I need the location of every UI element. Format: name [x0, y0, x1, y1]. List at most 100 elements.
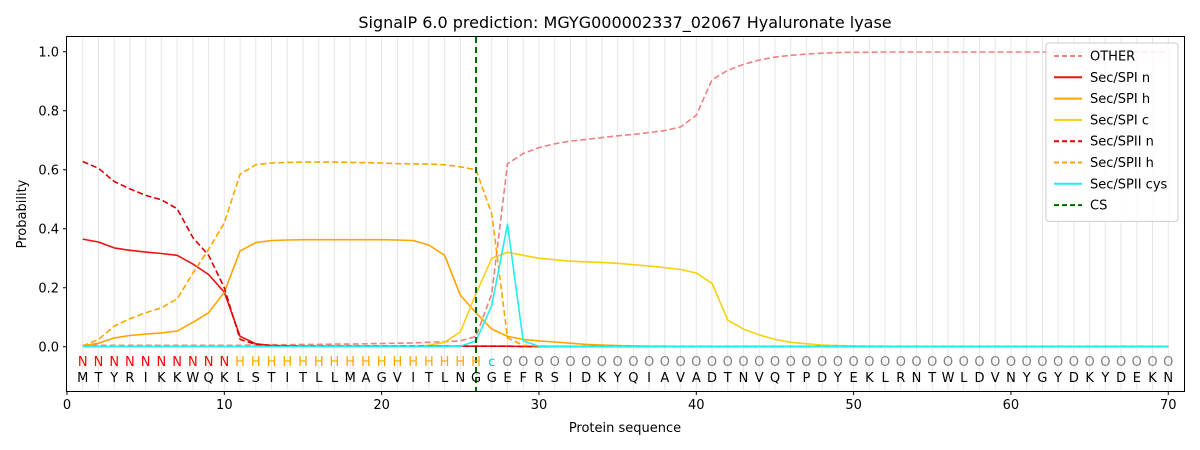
region-label: O	[1053, 355, 1063, 370]
region-label: O	[896, 355, 906, 370]
legend-label: Sec/SPI h	[1090, 92, 1150, 107]
region-label: H	[345, 355, 355, 370]
region-label: O	[1100, 355, 1110, 370]
region-label: H	[361, 355, 371, 370]
residue-label: Y	[1053, 371, 1062, 386]
x-tick-label: 10	[216, 398, 233, 413]
residue-label: V	[676, 371, 685, 386]
residue-label: W	[942, 371, 955, 386]
residue-label: D	[1116, 371, 1126, 386]
region-label: N	[172, 355, 182, 370]
region-label: H	[282, 355, 292, 370]
region-label: O	[1116, 355, 1126, 370]
x-tick-label: 50	[845, 398, 862, 413]
residue-label: A	[361, 371, 370, 386]
region-label: O	[675, 355, 685, 370]
residue-label: T	[723, 371, 732, 386]
residue-label: S	[551, 371, 559, 386]
region-label: O	[817, 355, 827, 370]
residue-label: Y	[833, 371, 842, 386]
residue-label: S	[252, 371, 260, 386]
residue-label: Y	[613, 371, 622, 386]
residue-label: T	[93, 371, 102, 386]
x-tick-label: 70	[1160, 398, 1177, 413]
region-label: O	[1006, 355, 1016, 370]
region-label: N	[204, 355, 214, 370]
residue-label: T	[927, 371, 936, 386]
region-label: O	[1037, 355, 1047, 370]
region-label: H	[251, 355, 261, 370]
residue-label: K	[173, 371, 182, 386]
region-label: N	[78, 355, 88, 370]
region-label: O	[581, 355, 591, 370]
residue-label: Y	[109, 371, 118, 386]
residue-label: N	[1006, 371, 1016, 386]
region-label: H	[235, 355, 245, 370]
residue-label: V	[991, 371, 1000, 386]
residue-label: E	[503, 371, 511, 386]
region-label: O	[849, 355, 859, 370]
residue-label: R	[125, 371, 134, 386]
y-tick-label: 0.0	[38, 340, 59, 355]
region-label: O	[974, 355, 984, 370]
region-label: N	[219, 355, 229, 370]
residue-label: T	[267, 371, 276, 386]
y-tick-label: 0.4	[38, 222, 59, 237]
residue-label: M	[345, 371, 356, 386]
region-label: O	[911, 355, 921, 370]
y-tick-label: 0.6	[38, 163, 59, 178]
region-label: O	[770, 355, 780, 370]
residue-label: D	[1069, 371, 1079, 386]
residue-label: D	[974, 371, 984, 386]
region-label: H	[392, 355, 402, 370]
region-label: H	[298, 355, 308, 370]
region-label: O	[660, 355, 670, 370]
region-label: O	[707, 355, 717, 370]
region-label: O	[597, 355, 607, 370]
region-label: O	[1084, 355, 1094, 370]
region-label: H	[330, 355, 340, 370]
region-label: O	[565, 355, 575, 370]
residue-label: G	[377, 371, 387, 386]
residue-label: T	[786, 371, 795, 386]
residue-label: T	[424, 371, 433, 386]
region-label: H	[471, 355, 481, 370]
residue-label: I	[285, 371, 289, 386]
residue-label: N	[455, 371, 465, 386]
residue-label: G	[471, 371, 481, 386]
region-label: O	[1069, 355, 1079, 370]
sequence-labels: MNTNYNRNINKNKNWNQNKNLHSHTHIHTHLHLHMHAHGH…	[77, 355, 1173, 386]
x-axis-ticks: 0 10 20 30 40 50 60 70	[63, 391, 1177, 413]
residue-label: T	[298, 371, 307, 386]
plot-frame	[66, 36, 1185, 392]
residue-label: D	[707, 371, 717, 386]
region-label: O	[833, 355, 843, 370]
region-label: O	[1163, 355, 1173, 370]
residue-label: Y	[1100, 371, 1109, 386]
y-tick-label: 1.0	[38, 45, 59, 60]
residue-label: I	[569, 371, 573, 386]
residue-label: K	[1085, 371, 1094, 386]
region-label: O	[628, 355, 638, 370]
region-label: O	[1132, 355, 1142, 370]
legend-label: Sec/SPI n	[1090, 71, 1150, 86]
residue-label: L	[881, 371, 889, 386]
residue-label: L	[331, 371, 339, 386]
residue-label: I	[144, 371, 148, 386]
legend-label: CS	[1090, 199, 1107, 214]
residue-label: I	[647, 371, 651, 386]
region-label: O	[644, 355, 654, 370]
region-label: O	[502, 355, 512, 370]
residue-label: W	[186, 371, 199, 386]
region-label: N	[188, 355, 198, 370]
residue-label: N	[1163, 371, 1173, 386]
region-label: O	[864, 355, 874, 370]
x-tick-label: 40	[688, 398, 705, 413]
legend-label: OTHER	[1090, 50, 1135, 65]
region-label: O	[1147, 355, 1157, 370]
region-label: O	[723, 355, 733, 370]
residue-label: K	[598, 371, 607, 386]
region-label: N	[157, 355, 167, 370]
region-label: N	[125, 355, 135, 370]
